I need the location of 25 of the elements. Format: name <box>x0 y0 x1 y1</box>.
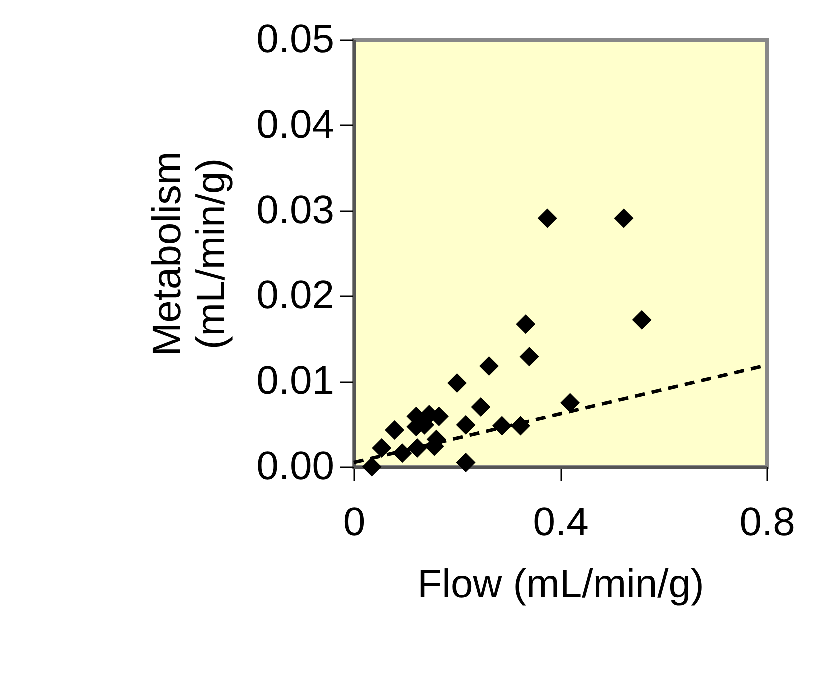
point <box>448 374 467 394</box>
y-tick-label: 0.04 <box>256 102 334 147</box>
x-tick-label: 0 <box>343 500 366 544</box>
point <box>372 438 392 458</box>
point <box>471 397 491 417</box>
y-tick-label: 0.03 <box>256 188 334 232</box>
x-axis-title: Flow (mL/min/g) <box>418 562 704 606</box>
point <box>632 310 652 330</box>
point <box>520 347 540 367</box>
point <box>516 314 536 334</box>
y-tick-label: 0.00 <box>256 444 334 488</box>
point <box>480 356 500 376</box>
point <box>538 208 558 228</box>
x-tick-label: 0.4 <box>533 500 589 544</box>
point <box>456 415 476 435</box>
x-tick-label: 0.8 <box>740 500 796 544</box>
y-tick-label: 0.05 <box>256 18 334 62</box>
point <box>362 457 382 477</box>
y-tick-label: 0.01 <box>256 359 334 404</box>
point <box>614 208 634 228</box>
point <box>456 452 476 472</box>
point <box>385 420 405 440</box>
y-tick-label: 0.02 <box>256 274 334 318</box>
y-axis-title: Metabolism (mL/min/g) <box>146 152 234 356</box>
point <box>560 393 580 413</box>
